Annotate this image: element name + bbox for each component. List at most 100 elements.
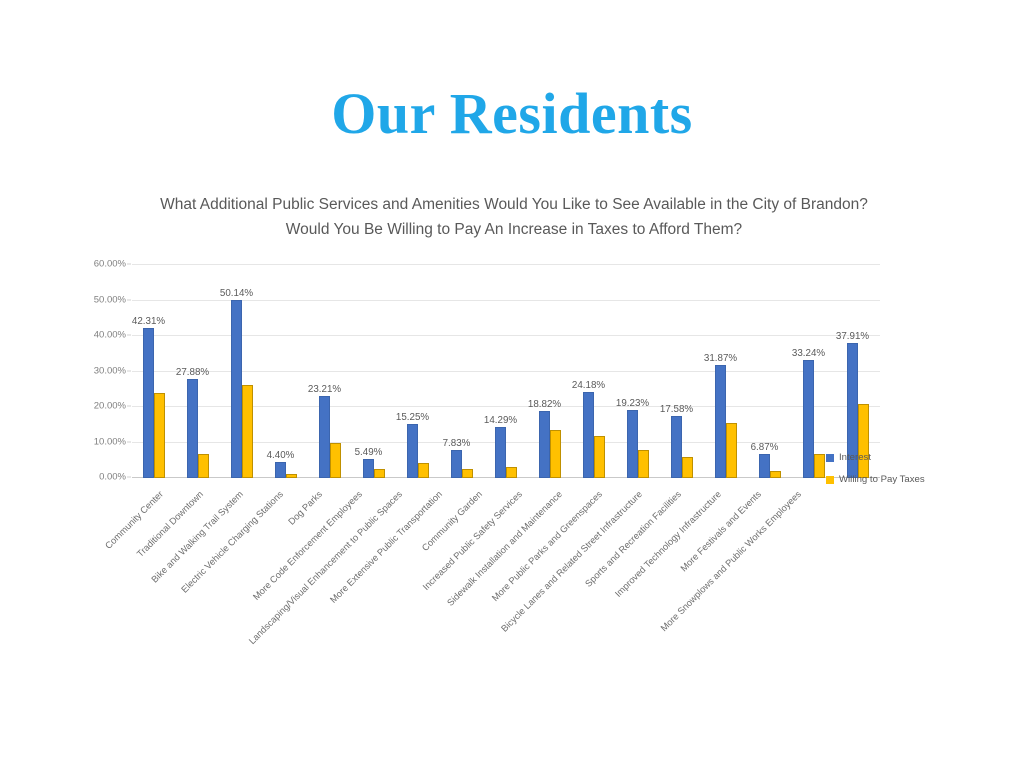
y-axis-tick-mark xyxy=(127,441,131,443)
bar-value-label: 4.40% xyxy=(266,450,295,462)
y-axis-tick-label: 50.00% xyxy=(93,294,126,305)
gridline: 40.00% xyxy=(94,330,880,341)
y-axis-tick-label: 30.00% xyxy=(93,365,126,376)
bar-value-label: 5.49% xyxy=(354,446,383,458)
x-axis-category-label: Bicycle Lanes and Related Street Infrast… xyxy=(498,489,644,634)
bar-group: 42.31% xyxy=(132,265,176,478)
bar-willing-to-pay-taxes xyxy=(726,422,737,478)
y-axis-tick-label: 40.00% xyxy=(93,329,126,341)
bar-interest: 17.58% xyxy=(660,404,693,478)
bar-value-label: 7.83% xyxy=(442,438,471,450)
bar-group: 15.25% xyxy=(396,265,440,478)
bar-interest: 24.18% xyxy=(572,380,605,478)
bar-group: 7.83% xyxy=(440,265,484,478)
y-axis-tick-mark xyxy=(127,299,131,300)
bar-interest: 18.82% xyxy=(528,399,561,478)
y-axis-tick-mark xyxy=(127,370,131,371)
bar-interest: 15.25% xyxy=(396,412,429,478)
bar-willing-to-pay-taxes xyxy=(198,454,209,478)
bar-group: 14.29% xyxy=(484,265,528,478)
bar-interest: 6.87% xyxy=(751,442,778,478)
bar-value-label: 31.87% xyxy=(703,352,738,364)
bar-value-label: 50.14% xyxy=(219,288,254,300)
bar-interest: 19.23% xyxy=(616,398,649,478)
bar-willing-to-pay-taxes xyxy=(462,468,473,478)
bar-group: 33.24% xyxy=(792,265,836,478)
bar-willing-to-pay-taxes xyxy=(770,471,781,478)
bar-interest: 50.14% xyxy=(220,288,253,478)
bar-willing-to-pay-taxes xyxy=(638,449,649,478)
bar-interest: 31.87% xyxy=(704,353,737,478)
legend-item[interactable]: Interest xyxy=(826,452,925,463)
square-swatch-icon xyxy=(826,475,834,484)
y-axis-tick-label: 20.00% xyxy=(93,400,126,412)
x-axis-category-label: Dog Parks xyxy=(286,489,325,527)
chart-plot-area: 0.00% 10.00% 20.00% 30.00% 40.00% 50.00% 60.00… xyxy=(94,259,880,483)
bar-value-label: 33.24% xyxy=(791,348,826,359)
legend-item[interactable]: Willing to Pay Taxes xyxy=(826,474,925,485)
bar-value-label: 42.31% xyxy=(131,315,166,327)
bar-value-label: 17.58% xyxy=(659,403,694,415)
gridline: 60.00% xyxy=(94,259,880,270)
bar-interest: 37.91% xyxy=(836,331,869,478)
bar-value-label: 18.82% xyxy=(527,399,562,411)
bar-willing-to-pay-taxes xyxy=(506,467,517,478)
x-axis-category-label: Landscaping/Visual Enhancement to Public… xyxy=(247,489,405,647)
y-axis-tick-mark xyxy=(127,334,131,336)
gridline: 20.00% xyxy=(94,401,880,412)
bar-group: 24.18% xyxy=(572,265,616,478)
bar-group: 5.49% xyxy=(352,265,396,478)
bar-group: 23.21% xyxy=(308,265,352,478)
bar-willing-to-pay-taxes xyxy=(594,436,605,478)
gridline: 30.00% xyxy=(94,365,880,376)
bar-value-label: 19.23% xyxy=(615,397,650,409)
bar-group: 19.23% xyxy=(616,265,660,478)
bar-interest: 4.40% xyxy=(267,450,294,478)
bar-interest: 27.88% xyxy=(176,367,209,478)
bar-value-label: 14.29% xyxy=(483,415,518,427)
bar-group: 6.87% xyxy=(748,265,792,478)
bar-group: 4.40% xyxy=(264,265,308,478)
bar-group: 37.91% xyxy=(836,265,880,478)
bar-willing-to-pay-taxes xyxy=(858,404,869,478)
y-axis-tick-label: 0.00% xyxy=(99,471,126,483)
bar-interest: 14.29% xyxy=(484,415,517,478)
y-axis-tick-label: 10.00% xyxy=(93,436,126,448)
bar-willing-to-pay-taxes xyxy=(814,453,825,478)
legend-item-label: Willing to Pay Taxes xyxy=(839,474,925,485)
chart-legend: Interest Willing to Pay Taxes xyxy=(826,452,925,496)
bar-interest: 5.49% xyxy=(355,447,382,478)
y-axis-tick-mark xyxy=(127,476,131,478)
bar-value-label: 27.88% xyxy=(175,367,210,379)
chart-title: What Additional Public Services and Amen… xyxy=(160,196,868,238)
bar-interest: 7.83% xyxy=(443,438,470,478)
bar-value-label: 6.87% xyxy=(750,441,779,453)
gridline: 50.00% xyxy=(94,294,880,305)
bar-value-label: 23.21% xyxy=(307,383,342,395)
y-axis-tick-mark xyxy=(127,405,131,407)
bar-group: 18.82% xyxy=(528,265,572,478)
gridline: 10.00% xyxy=(94,436,880,447)
x-axis-category-label: Traditional Downtown xyxy=(134,489,205,560)
bar-group: 31.87% xyxy=(704,265,748,478)
bar-willing-to-pay-taxes xyxy=(242,384,253,478)
bar-interest: 33.24% xyxy=(792,348,825,478)
bar-group: 50.14% xyxy=(220,265,264,478)
bar-value-label: 15.25% xyxy=(395,411,430,423)
page-title: Our Residents xyxy=(331,81,693,146)
bar-interest: 23.21% xyxy=(308,384,341,478)
y-axis-tick-mark xyxy=(127,263,131,265)
bar-interest: 42.31% xyxy=(132,316,165,478)
bar-willing-to-pay-taxes xyxy=(550,430,561,478)
square-swatch-icon xyxy=(826,453,834,462)
x-axis-category-label: More Snowplows and Public Works Employee… xyxy=(658,489,804,634)
bar-willing-to-pay-taxes xyxy=(682,457,693,478)
bar-willing-to-pay-taxes xyxy=(418,462,429,478)
bar-chart: 0.00% 10.00% 20.00% 30.00% 40.00% 50.00% 60.00… xyxy=(80,258,890,486)
bar-willing-to-pay-taxes xyxy=(154,392,165,478)
bar-group: 17.58% xyxy=(660,265,704,478)
bar-value-label: 37.91% xyxy=(835,331,870,343)
bar-value-label: 24.18% xyxy=(571,380,606,392)
legend-item-label: Interest xyxy=(839,452,871,463)
